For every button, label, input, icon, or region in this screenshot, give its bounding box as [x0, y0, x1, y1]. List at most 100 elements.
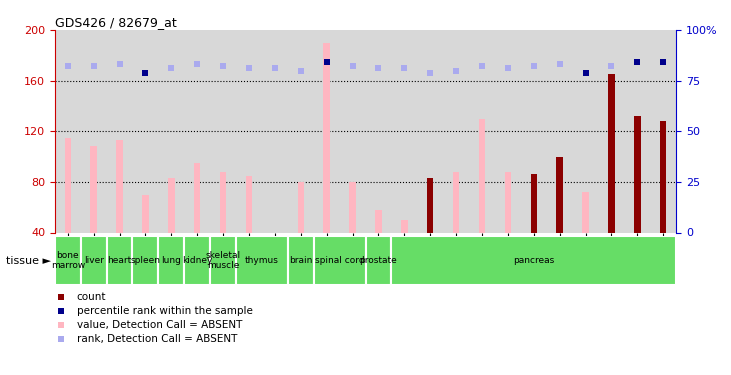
- Bar: [366, 30, 391, 232]
- Bar: [159, 236, 184, 285]
- Bar: [572, 30, 599, 232]
- Text: pancreas: pancreas: [513, 256, 554, 265]
- Bar: [211, 236, 236, 285]
- Text: GDS426 / 82679_at: GDS426 / 82679_at: [55, 16, 177, 29]
- Text: percentile rank within the sample: percentile rank within the sample: [77, 306, 252, 316]
- Bar: [246, 176, 252, 232]
- Text: spleen: spleen: [130, 256, 160, 265]
- Bar: [314, 236, 366, 285]
- Point: [502, 66, 514, 72]
- Point: [425, 69, 436, 75]
- Bar: [236, 30, 262, 232]
- Text: brain: brain: [289, 256, 312, 265]
- Point: [321, 59, 333, 65]
- Bar: [624, 30, 651, 232]
- Point: [55, 322, 67, 328]
- Bar: [194, 163, 200, 232]
- Text: spinal cord: spinal cord: [315, 256, 365, 265]
- Bar: [495, 30, 520, 232]
- Bar: [366, 236, 391, 285]
- Text: rank, Detection Call = ABSENT: rank, Detection Call = ABSENT: [77, 334, 237, 344]
- Bar: [634, 116, 640, 232]
- Bar: [453, 172, 459, 232]
- Bar: [143, 195, 148, 232]
- Bar: [80, 30, 107, 232]
- Bar: [262, 30, 288, 232]
- Bar: [288, 236, 314, 285]
- Bar: [210, 30, 236, 232]
- Point: [580, 69, 591, 75]
- Bar: [107, 236, 132, 285]
- Bar: [547, 30, 572, 232]
- Point: [243, 66, 255, 72]
- Bar: [55, 30, 80, 232]
- Point: [192, 62, 203, 68]
- Point: [114, 62, 126, 68]
- Text: liver: liver: [83, 256, 104, 265]
- Bar: [391, 30, 417, 232]
- Bar: [375, 210, 382, 232]
- Point: [632, 59, 643, 65]
- Bar: [531, 174, 537, 232]
- Bar: [651, 30, 676, 232]
- Text: value, Detection Call = ABSENT: value, Detection Call = ABSENT: [77, 320, 242, 330]
- Point: [269, 66, 281, 72]
- Point: [657, 59, 669, 65]
- Bar: [314, 30, 340, 232]
- Bar: [91, 147, 97, 232]
- Bar: [608, 74, 615, 232]
- Bar: [159, 30, 184, 232]
- Point: [605, 63, 617, 69]
- Point: [55, 336, 67, 342]
- Text: kidney: kidney: [182, 256, 213, 265]
- Point: [398, 66, 410, 72]
- Bar: [583, 192, 588, 232]
- Bar: [272, 232, 278, 235]
- Text: count: count: [77, 292, 106, 302]
- Bar: [340, 30, 366, 232]
- Bar: [132, 236, 159, 285]
- Bar: [236, 236, 288, 285]
- Point: [140, 69, 151, 75]
- Point: [88, 63, 99, 69]
- Point: [476, 63, 488, 69]
- Point: [373, 66, 385, 72]
- Bar: [323, 43, 330, 232]
- Text: tissue ►: tissue ►: [6, 256, 51, 266]
- Bar: [184, 30, 210, 232]
- Bar: [55, 236, 80, 285]
- Text: bone
marrow: bone marrow: [50, 251, 85, 270]
- Bar: [184, 236, 211, 285]
- Bar: [520, 30, 547, 232]
- Bar: [427, 178, 433, 232]
- Point: [295, 68, 306, 74]
- Bar: [349, 182, 356, 232]
- Bar: [168, 178, 175, 232]
- Point: [346, 63, 358, 69]
- Text: skeletal
muscle: skeletal muscle: [205, 251, 240, 270]
- Bar: [220, 172, 227, 232]
- Point: [528, 63, 539, 69]
- Text: heart: heart: [107, 256, 132, 265]
- Point: [554, 62, 566, 68]
- Bar: [288, 30, 314, 232]
- Bar: [599, 30, 624, 232]
- Bar: [132, 30, 159, 232]
- Point: [55, 294, 67, 300]
- Bar: [107, 30, 132, 232]
- Bar: [116, 140, 123, 232]
- Bar: [556, 157, 563, 232]
- Bar: [80, 236, 107, 285]
- Point: [62, 63, 74, 69]
- Bar: [391, 236, 676, 285]
- Text: prostate: prostate: [360, 256, 398, 265]
- Bar: [479, 118, 485, 232]
- Bar: [443, 30, 469, 232]
- Bar: [298, 182, 304, 232]
- Bar: [401, 220, 408, 232]
- Point: [450, 68, 462, 74]
- Bar: [64, 138, 71, 232]
- Bar: [660, 121, 667, 232]
- Point: [217, 63, 229, 69]
- Bar: [417, 30, 443, 232]
